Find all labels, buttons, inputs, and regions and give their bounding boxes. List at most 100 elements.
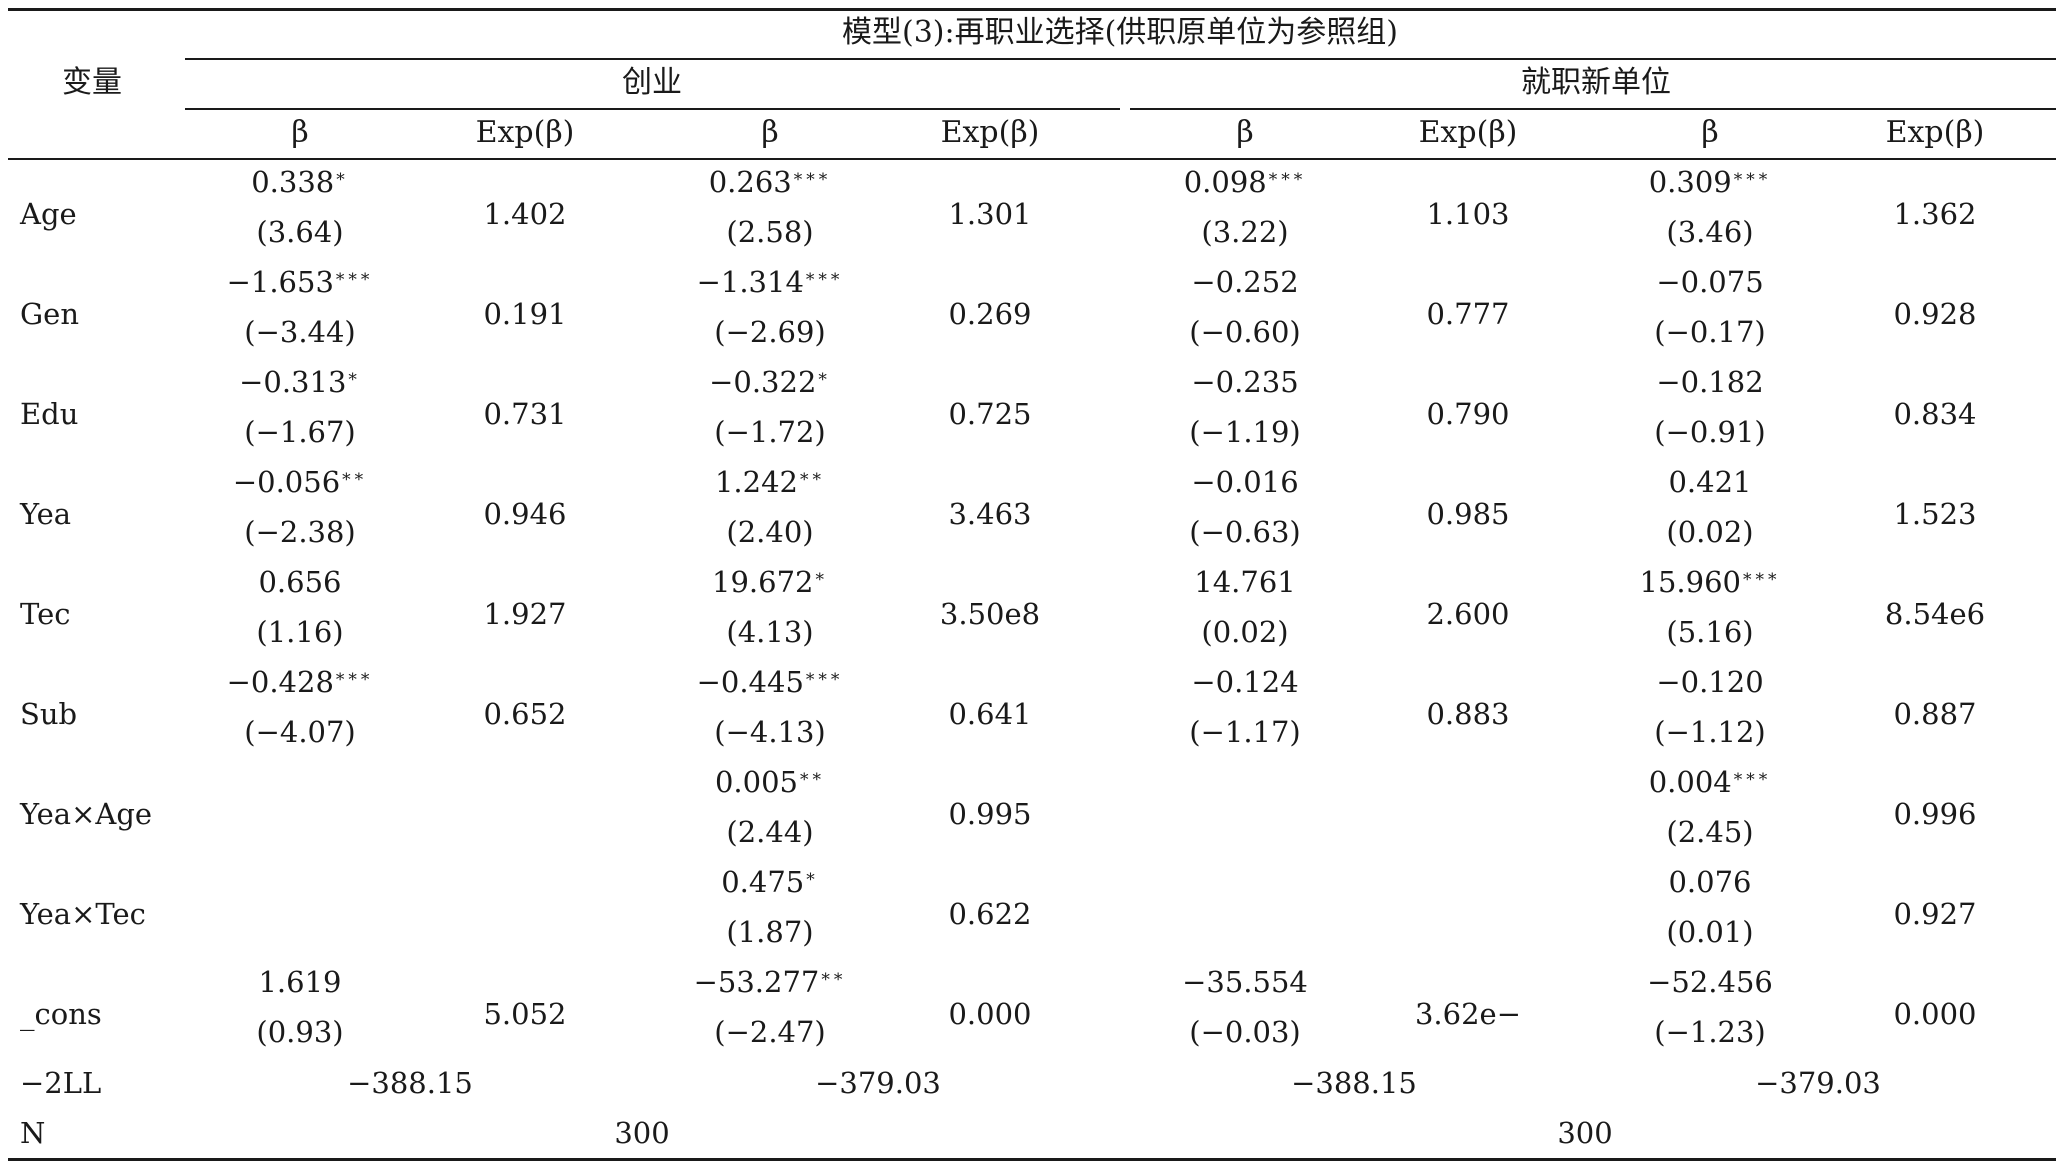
stat-label-ll: −2LL — [20, 1066, 102, 1100]
header-bottom-rule — [8, 158, 2056, 160]
stat-value-ll: −379.03 — [815, 1066, 941, 1100]
col-header-beta: β — [291, 115, 309, 150]
coef-cell: −0.056 ** — [233, 465, 367, 499]
t-stat-cell: (2.58) — [726, 215, 814, 249]
coef-cell: −53.277 ** — [694, 965, 847, 999]
t-stat-cell: (−1.12) — [1654, 715, 1766, 749]
row-label: Yea×Age — [20, 797, 153, 831]
t-stat-cell: (−2.38) — [244, 515, 356, 549]
significance-stars: *** — [805, 270, 844, 290]
row-label: Tec — [20, 597, 71, 631]
t-stat-cell: (0.01) — [1666, 915, 1754, 949]
coef-cell: 0.098 *** — [1184, 165, 1307, 199]
coef-cell: 0.004 *** — [1649, 765, 1772, 799]
t-stat-cell: (−0.63) — [1189, 515, 1301, 549]
exp-beta-cell: 1.103 — [1426, 197, 1510, 231]
exp-beta-cell: 1.927 — [483, 597, 567, 631]
significance-stars: * — [818, 370, 831, 390]
coef-value: 0.076 — [1668, 865, 1752, 899]
significance-stars: ** — [342, 470, 368, 490]
coef-value: 0.004 — [1648, 765, 1732, 799]
significance-stars: ** — [821, 970, 847, 990]
coef-cell: −0.182 — [1656, 365, 1763, 399]
coef-value: 0.475 — [721, 865, 805, 899]
stat-value-ll: −388.15 — [1291, 1066, 1417, 1100]
exp-beta-cell: 3.50e8 — [939, 597, 1041, 631]
exp-beta-cell: 0.883 — [1426, 697, 1510, 731]
coef-value: −0.016 — [1191, 465, 1299, 499]
exp-beta-cell: 0.996 — [1893, 797, 1977, 831]
t-stat-cell: (5.16) — [1666, 615, 1754, 649]
exp-beta-cell: 0.928 — [1893, 297, 1977, 331]
coef-cell: −0.428 *** — [227, 665, 374, 699]
significance-stars: *** — [793, 170, 832, 190]
coef-cell: −1.653 *** — [227, 265, 374, 299]
coef-value: −0.235 — [1191, 365, 1299, 399]
significance-stars: * — [815, 570, 828, 590]
exp-beta-cell: 0.000 — [1893, 997, 1977, 1031]
t-stat-cell: (−4.07) — [244, 715, 356, 749]
t-stat-cell: (3.22) — [1201, 215, 1289, 249]
row-label: Edu — [20, 397, 79, 431]
coef-value: −0.445 — [696, 665, 804, 699]
coef-value: 0.098 — [1183, 165, 1267, 199]
significance-stars: * — [806, 870, 819, 890]
significance-stars: *** — [335, 270, 374, 290]
t-stat-cell: (−1.19) — [1189, 415, 1301, 449]
t-stat-cell: (1.87) — [726, 915, 814, 949]
t-stat-cell: (0.02) — [1201, 615, 1289, 649]
t-stat-cell: (0.93) — [256, 1015, 344, 1049]
coef-value: −0.056 — [232, 465, 341, 499]
t-stat-cell: (0.02) — [1666, 515, 1754, 549]
coef-value: −52.456 — [1647, 965, 1773, 999]
exp-beta-cell: 0.731 — [483, 397, 567, 431]
exp-beta-cell: 0.995 — [948, 797, 1032, 831]
coef-value: −1.653 — [226, 265, 334, 299]
row-label: Gen — [20, 297, 80, 331]
col-header-exp-beta: Exp(β) — [1418, 115, 1518, 150]
coef-cell: −0.235 — [1191, 365, 1298, 399]
coef-cell: 1.619 — [258, 965, 341, 999]
t-stat-cell: (1.16) — [256, 615, 344, 649]
col-header-beta: β — [1701, 115, 1719, 150]
coef-cell: 0.475 * — [721, 865, 819, 899]
coef-cell: 15.960 *** — [1640, 565, 1781, 599]
coef-value: 0.421 — [1668, 465, 1752, 499]
coef-cell: 19.672 * — [712, 565, 828, 599]
significance-stars: *** — [1268, 170, 1307, 190]
coef-value: −1.314 — [696, 265, 804, 299]
model-underline — [185, 58, 2056, 60]
significance-stars: *** — [1733, 770, 1772, 790]
coef-cell: 0.005 ** — [715, 765, 825, 799]
coef-cell: 0.338 * — [251, 165, 349, 199]
coef-cell: −0.016 — [1191, 465, 1298, 499]
col-header-exp-beta: Exp(β) — [940, 115, 1040, 150]
coef-cell: 0.656 — [258, 565, 341, 599]
exp-beta-cell: 0.725 — [948, 397, 1032, 431]
significance-stars: ** — [800, 470, 826, 490]
t-stat-cell: (−0.60) — [1189, 315, 1301, 349]
coef-value: −35.554 — [1182, 965, 1308, 999]
exp-beta-cell: 0.887 — [1893, 697, 1977, 731]
col-header-exp-beta: Exp(β) — [1885, 115, 1985, 150]
significance-stars: ** — [800, 770, 826, 790]
coef-cell: −0.322 * — [709, 365, 831, 399]
stat-value-ll: −379.03 — [1755, 1066, 1881, 1100]
exp-beta-cell: 5.052 — [483, 997, 567, 1031]
exp-beta-cell: 0.927 — [1893, 897, 1977, 931]
coef-value: 19.672 — [712, 565, 814, 599]
t-stat-cell: (−2.47) — [714, 1015, 826, 1049]
coef-value: −53.277 — [693, 965, 820, 999]
t-stat-cell: (−0.17) — [1654, 315, 1766, 349]
significance-stars: *** — [1733, 170, 1772, 190]
coef-value: −0.124 — [1191, 665, 1299, 699]
coef-cell: −0.075 — [1656, 265, 1763, 299]
significance-stars: *** — [1742, 570, 1781, 590]
coef-value: −0.313 — [239, 365, 347, 399]
t-stat-cell: (3.46) — [1666, 215, 1754, 249]
coef-value: −0.182 — [1656, 365, 1764, 399]
exp-beta-cell: 1.301 — [948, 197, 1032, 231]
group-header-startup: 创业 — [622, 65, 682, 100]
coef-value: 0.263 — [708, 165, 792, 199]
